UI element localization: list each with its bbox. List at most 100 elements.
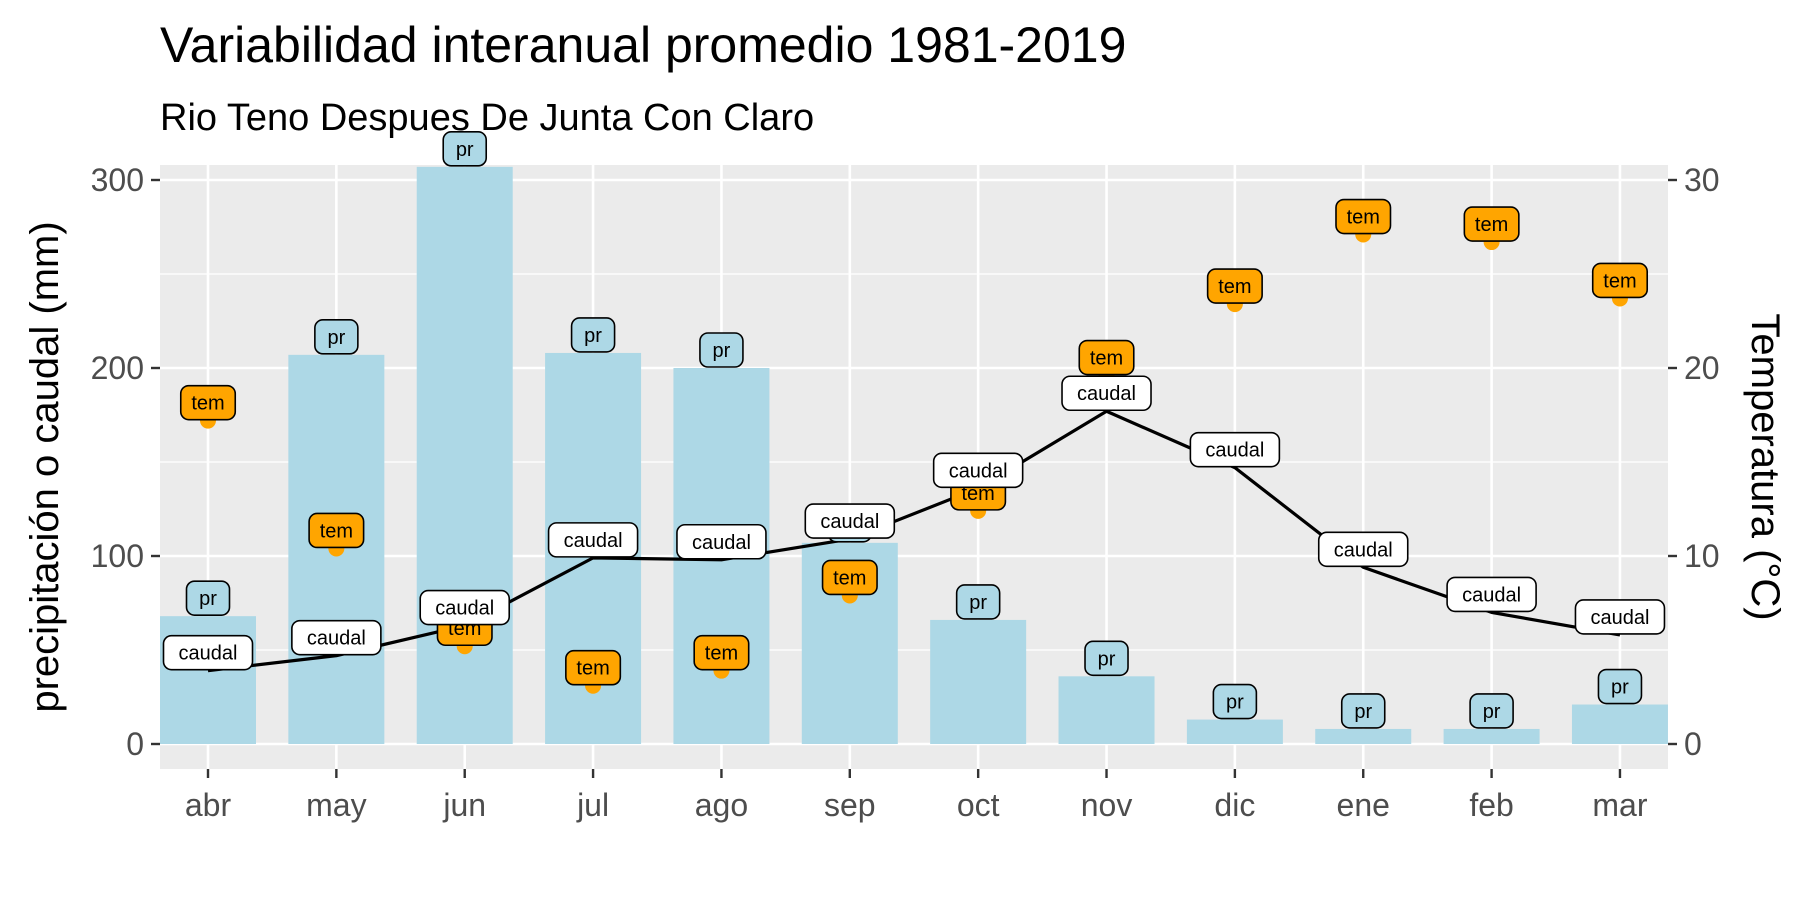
tem-label-mar-box [1591,262,1649,299]
pr-label-oct-box [955,584,1001,620]
bar-nov [1058,676,1155,744]
tem-label-ene-box [1335,198,1392,235]
tem-label-dic-box [1206,268,1263,304]
caudal-label-feb-box [1446,576,1537,613]
pr-label-jul: pr [570,317,616,353]
caudal-label-oct: caudal [932,452,1024,489]
pr-label-nov-box [1084,640,1129,677]
pr-label-ene-box [1340,693,1386,729]
caudal-label-abr-box [162,634,254,671]
caudal-label-dic: caudal [1189,431,1281,468]
tem-label-oct-text: tem [961,483,994,505]
pr-label-mar-text: pr [1611,677,1629,699]
pr-label-jun-box [442,131,488,167]
caudal-label-sep: caudal [804,503,896,539]
caudal-label-may-box [291,619,382,656]
tem-label-abr-text: tem [191,393,224,415]
y-left-tick-label: 300 [91,162,144,198]
caudal-label-ago-text: caudal [692,532,751,554]
caudal-label-feb-text: caudal [1462,584,1521,606]
y-left-tick-label: 100 [91,538,144,574]
caudal-label-mar-box [1574,599,1666,635]
tem-label-jul: tem [565,649,622,686]
x-tick-label-jun: jun [442,787,486,823]
caudal-label-ene-box [1317,531,1409,568]
caudal-label-mar-text: caudal [1590,607,1649,629]
caudal-label-jul-box [547,522,639,558]
tem-label-ago-box [693,634,750,671]
y-axis-left-title: precipitación o caudal (mm) [23,221,67,712]
pr-label-abr: pr [185,580,231,616]
tem-label-dic-text: tem [1218,276,1251,298]
caudal-label-dic-box [1189,431,1281,468]
pr-label-abr-text: pr [199,588,217,610]
pr-label-feb-text: pr [1483,701,1501,723]
caudal-label-nov-text: caudal [1077,383,1136,405]
tem-label-ene-text: tem [1347,207,1380,229]
x-tick-label-sep: sep [824,787,876,823]
caudal-label-jul: caudal [547,522,639,558]
caudal-label-jun-box [419,589,511,626]
tem-label-feb: tem [1463,206,1520,242]
caudal-label-feb: caudal [1446,576,1537,613]
pr-label-ene-text: pr [1354,701,1372,723]
tem-label-sep-text: tem [833,567,866,589]
bar-ene [1315,728,1412,744]
x-tick-label-jul: jul [576,787,609,823]
chart-title: Variabilidad interanual promedio 1981-20… [160,17,1126,73]
pr-label-feb-box [1469,693,1514,729]
tem-label-ene: tem [1335,198,1392,235]
bar-feb [1443,728,1540,744]
caudal-label-may-text: caudal [307,628,366,650]
axes: 0 100 200 300 0 10 20 30 abr may jun jul ago sep oct no… [91,162,1720,823]
tem-label-may-box [308,512,365,549]
pr-label-may-box [314,319,359,355]
caudal-label-nov-box [1061,375,1152,412]
pr-label-ago: pr [699,332,744,368]
tem-label-may-text: tem [320,520,353,542]
plot-panel [160,165,1668,769]
caudal-label-abr: caudal [162,634,254,671]
pr-label-oct-text: pr [969,592,987,614]
tem-label-abr-box [179,384,237,421]
x-tick-label-ago: ago [695,787,748,823]
pr-label-ago-box [699,332,744,368]
x-tick-label-oct: oct [957,787,1000,823]
y-axis-right-title: Temperatura (°C) [1743,313,1787,620]
y-right-tick-label: 20 [1684,350,1720,386]
caudal-label-jul-text: caudal [564,530,623,552]
tem-label-ago: tem [693,634,750,671]
tem-label-feb-box [1463,206,1520,242]
tem-label-may: tem [308,512,365,549]
pr-label-feb: pr [1469,693,1514,729]
bar-dic [1186,719,1283,744]
point-labels: prprprprprprprprprprprprtemtemtemtemtemt… [162,131,1666,729]
caudal-label-ago-box [676,523,767,560]
pr-label-jul-box [570,317,616,353]
caudal-label-ago: caudal [676,523,767,560]
pr-label-ene: pr [1340,693,1386,729]
y-right-tick-label: 30 [1684,162,1720,198]
chart-subtitle: Rio Teno Despues De Junta Con Claro [160,97,814,139]
pr-label-jun-text: pr [456,139,474,161]
tem-label-sep-box [821,559,878,596]
tem-label-mar-text: tem [1603,270,1636,292]
pr-label-nov-text: pr [1098,648,1116,670]
x-tick-label-abr: abr [185,787,232,823]
pr-label-mar-box [1597,668,1643,705]
y-left-tick-label: 0 [126,726,144,762]
tem-label-jul-text: tem [576,658,609,680]
caudal-label-mar: caudal [1574,599,1666,635]
caudal-label-oct-box [932,452,1024,489]
caudal-label-oct-text: caudal [949,460,1008,482]
pr-label-may-text: pr [327,327,345,349]
pr-label-oct: pr [955,584,1001,620]
y-right-tick-label: 0 [1684,726,1702,762]
tem-label-sep: tem [821,559,878,596]
x-tick-label-may: may [306,787,366,823]
caudal-label-sep-box [804,503,896,539]
pr-label-abr-box [185,580,231,616]
pr-label-dic-box [1212,683,1258,720]
tem-label-abr: tem [179,384,237,421]
caudal-label-jun-text: caudal [435,598,494,620]
